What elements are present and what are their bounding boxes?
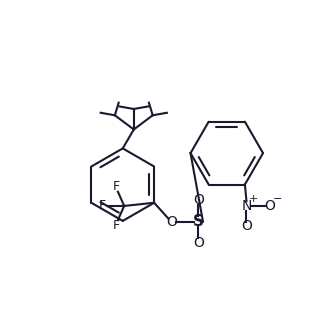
Text: O: O [166,215,177,229]
Text: N: N [241,199,252,213]
Text: F: F [113,180,120,193]
Text: F: F [99,199,106,213]
Text: O: O [193,236,204,250]
Text: O: O [193,193,204,207]
Text: −: − [272,194,282,204]
Text: +: + [249,194,258,204]
Text: O: O [265,199,276,213]
Text: F: F [113,219,120,232]
Text: O: O [241,219,252,233]
Text: S: S [193,214,204,229]
